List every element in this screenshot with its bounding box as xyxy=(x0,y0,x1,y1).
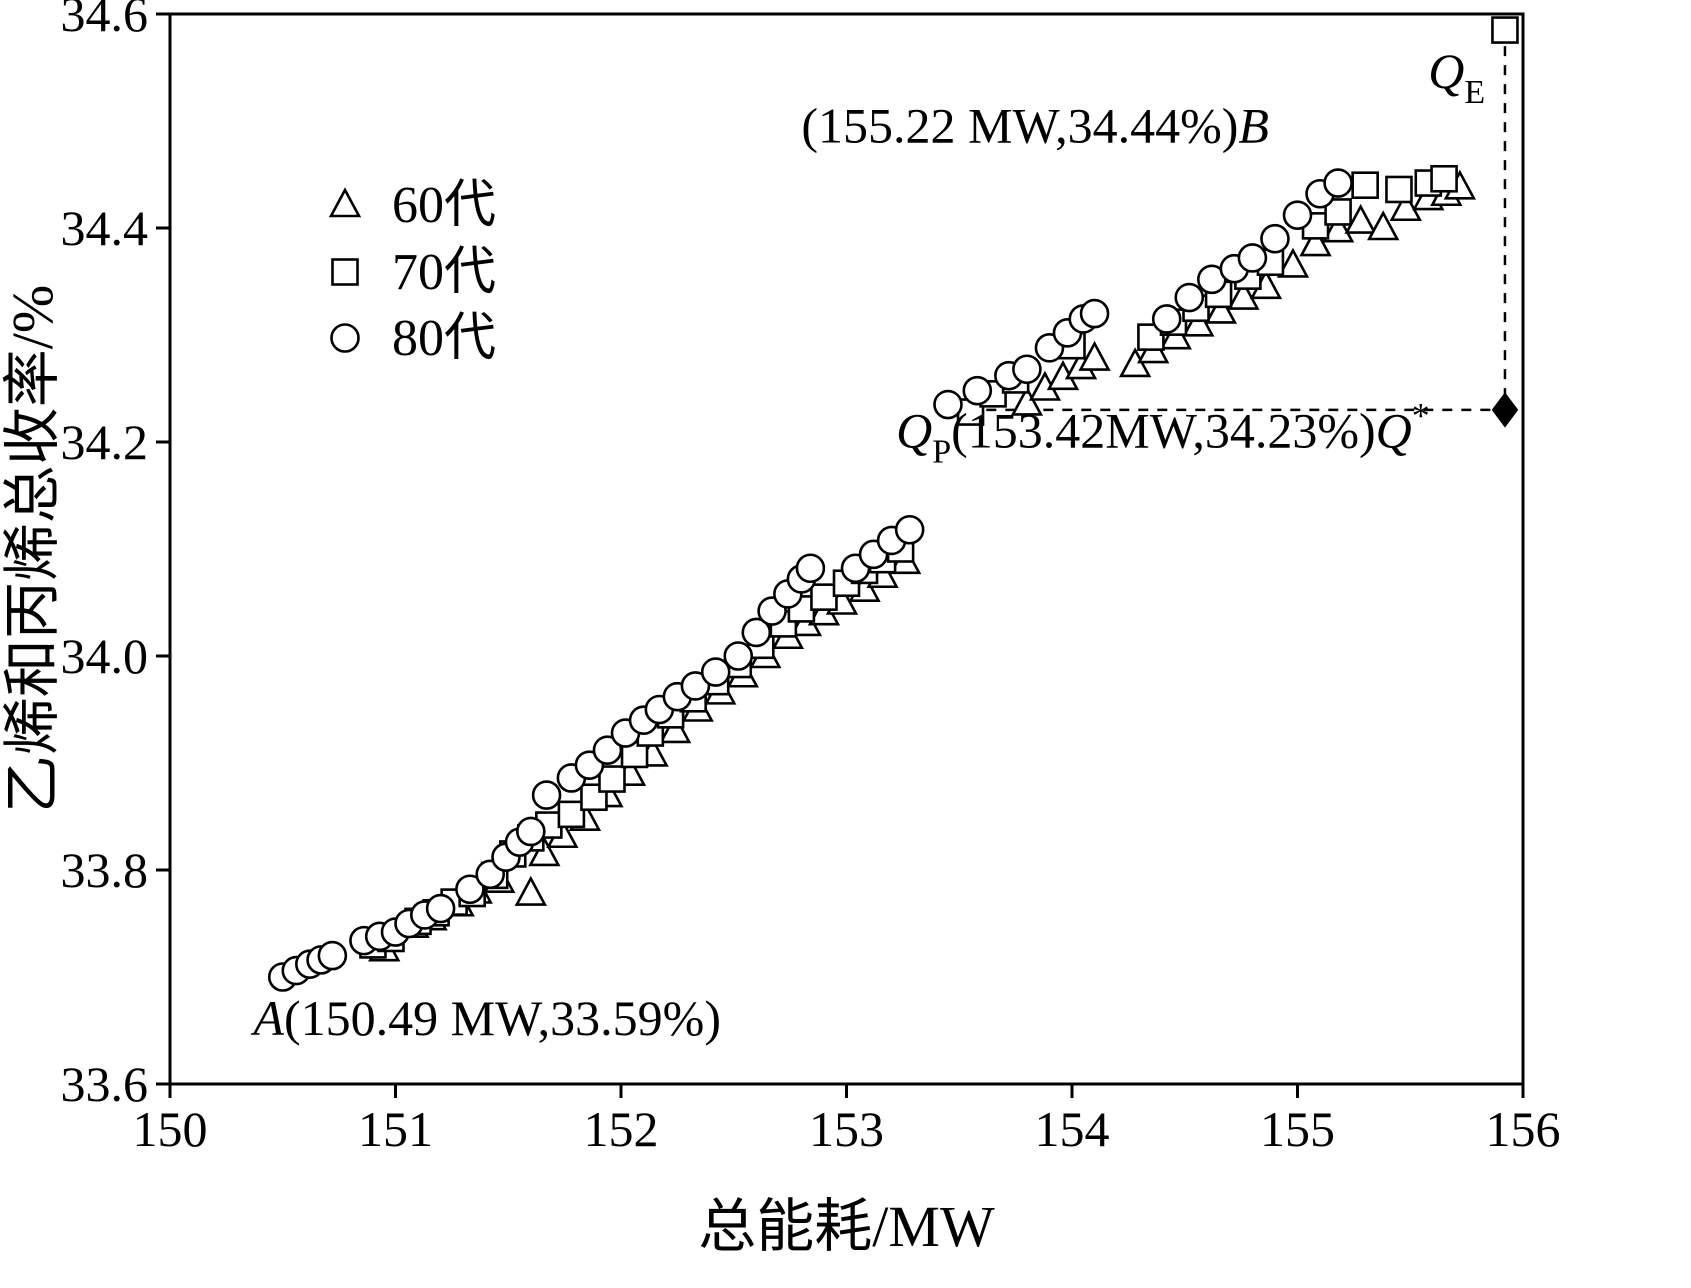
x-tick-label: 150 xyxy=(133,1101,208,1157)
scatter-point xyxy=(810,583,838,611)
legend-label: 80代 xyxy=(392,310,496,367)
square-legend-marker xyxy=(331,258,359,286)
scatter-point xyxy=(557,800,586,829)
scatter-point xyxy=(700,657,731,687)
scatter-point xyxy=(658,713,692,744)
scatter-point xyxy=(1389,190,1422,222)
scatter-point xyxy=(933,389,963,420)
triangle-legend-marker xyxy=(328,187,362,218)
scatter-point xyxy=(425,893,456,924)
scatter-point xyxy=(1321,212,1355,243)
scatter-point xyxy=(515,816,546,847)
x-tick-label: 153 xyxy=(809,1101,884,1157)
circle-legend-marker xyxy=(330,323,360,353)
scatter-point xyxy=(1237,243,1268,273)
annotation-segment: Q xyxy=(1376,402,1412,458)
y-tick-label: 34.4 xyxy=(61,200,149,256)
x-tick-label: 154 xyxy=(1035,1101,1110,1157)
scatter-point xyxy=(1078,340,1111,371)
x-tick-label: 152 xyxy=(584,1101,659,1157)
scatter-point xyxy=(531,780,562,810)
legend: 60代 70代 80代 xyxy=(328,177,496,367)
y-tick-label: 34.0 xyxy=(61,628,149,684)
special-points xyxy=(1491,16,1519,428)
scatter-point xyxy=(1367,210,1400,241)
annotation-segment: B xyxy=(1238,97,1269,153)
legend-label: 70代 xyxy=(392,244,496,301)
legend-label: 60代 xyxy=(392,177,496,234)
scatter-point xyxy=(1260,223,1290,254)
y-tick-label: 33.8 xyxy=(61,842,149,898)
x-tick-label: 156 xyxy=(1486,1101,1561,1157)
scatter-point xyxy=(1323,168,1353,198)
point-B-label: (155.22 MW,34.44%)B xyxy=(801,97,1269,153)
y-axis-title: 乙烯和丙烯总收率/% xyxy=(0,285,65,813)
axes: 150 151 152 153 154 155 156 33.6 33.8 34.0 34.2 34.… xyxy=(61,0,1561,1157)
scatter-point xyxy=(598,765,626,793)
QE-extreme-point xyxy=(1491,16,1519,44)
scatter-point xyxy=(514,875,547,906)
scatter-point xyxy=(1385,175,1413,204)
annotation-segment: (155.22 MW,34.44%) xyxy=(801,97,1238,153)
annotation-segment: A xyxy=(250,990,284,1046)
x-tick-label: 151 xyxy=(358,1101,433,1157)
scatter-point xyxy=(1344,203,1377,234)
x-axis-title: 总能耗/MW xyxy=(698,1194,995,1259)
scatter-point xyxy=(1151,304,1182,334)
scatter-point xyxy=(1012,354,1042,385)
scatter-point xyxy=(317,940,348,971)
QE-label: QE xyxy=(1428,43,1485,111)
scatter-point xyxy=(1174,282,1205,313)
scatter-point xyxy=(455,874,485,905)
scatter-point xyxy=(1182,306,1215,337)
scatter-point xyxy=(1282,200,1313,230)
scatter-point xyxy=(1430,164,1458,193)
x-tick-label: 155 xyxy=(1260,1101,1335,1157)
scatter-point xyxy=(1351,171,1379,199)
scatter-point xyxy=(894,514,925,545)
y-tick-label: 34.6 xyxy=(61,0,149,42)
scatter-point xyxy=(1010,385,1044,416)
annotation-segment: E xyxy=(1464,74,1485,111)
guide-lines xyxy=(986,46,1507,412)
annotation-segment: * xyxy=(1412,395,1430,435)
annotation-segment: P xyxy=(932,433,951,470)
scatter-point xyxy=(1227,279,1260,310)
scatter-point xyxy=(962,375,993,406)
annotation-segment: Q xyxy=(896,402,932,458)
y-tick-label: 34.2 xyxy=(61,414,149,470)
QP-Qstar-label: QP(153.42MW,34.23%)Q* xyxy=(896,395,1430,470)
scatter-point xyxy=(723,641,754,671)
series-circle xyxy=(267,168,1353,992)
scatter-point xyxy=(528,836,561,867)
scatter-point xyxy=(741,617,772,648)
scatter-point xyxy=(680,671,711,701)
Qstar-point xyxy=(1491,392,1519,428)
y-tick-label: 33.6 xyxy=(61,1056,149,1112)
scatter-point xyxy=(592,735,623,765)
point-A-label: A(150.49 MW,33.59%) xyxy=(250,990,721,1046)
scatter-point xyxy=(1276,247,1310,278)
scatter-point xyxy=(1079,298,1110,329)
scatter-point xyxy=(580,783,608,812)
scatter-point xyxy=(795,553,826,584)
annotation-segment: Q xyxy=(1428,43,1464,99)
annotation-segment: (153.42MW,34.23%) xyxy=(951,402,1376,458)
annotation-segment: (150.49 MW,33.59%) xyxy=(284,990,721,1046)
